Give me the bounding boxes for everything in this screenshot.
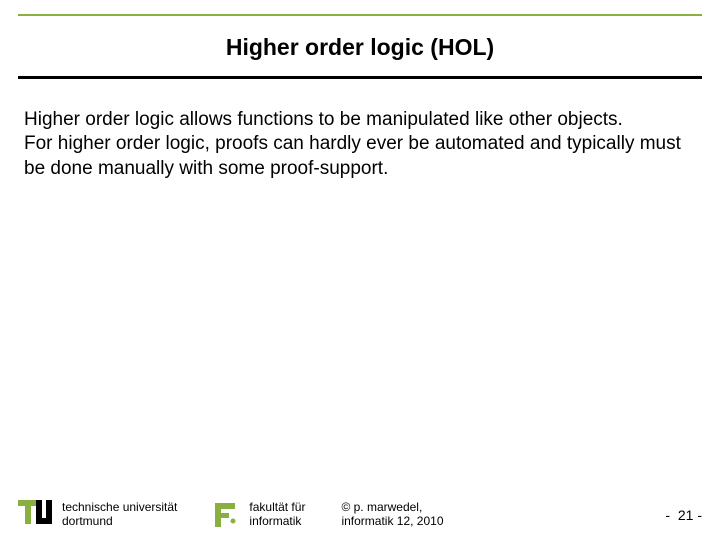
fi-text: fakultät für informatik bbox=[249, 501, 305, 529]
tu-logo-icon bbox=[18, 500, 52, 530]
copyright: © p. marwedel, informatik 12, 2010 bbox=[341, 501, 665, 529]
slide-body: Higher order logic allows functions to b… bbox=[24, 108, 696, 181]
body-line-1: Higher order logic allows functions to b… bbox=[24, 109, 681, 179]
title-rule bbox=[18, 76, 702, 79]
fi-line1: fakultät für bbox=[249, 501, 305, 515]
copyright-line1: © p. marwedel, bbox=[341, 501, 665, 515]
tu-text: technische universität dortmund bbox=[62, 501, 177, 529]
page-number: - 21 - bbox=[665, 507, 702, 523]
top-rule bbox=[18, 14, 702, 16]
copyright-line2: informatik 12, 2010 bbox=[341, 515, 665, 529]
tu-line2: dortmund bbox=[62, 515, 177, 529]
slide-title: Higher order logic (HOL) bbox=[0, 34, 720, 61]
footer: technische universität dortmund fakultät… bbox=[18, 500, 702, 530]
tu-line1: technische universität bbox=[62, 501, 177, 515]
fi-logo-icon bbox=[213, 501, 239, 529]
fi-line2: informatik bbox=[249, 515, 305, 529]
